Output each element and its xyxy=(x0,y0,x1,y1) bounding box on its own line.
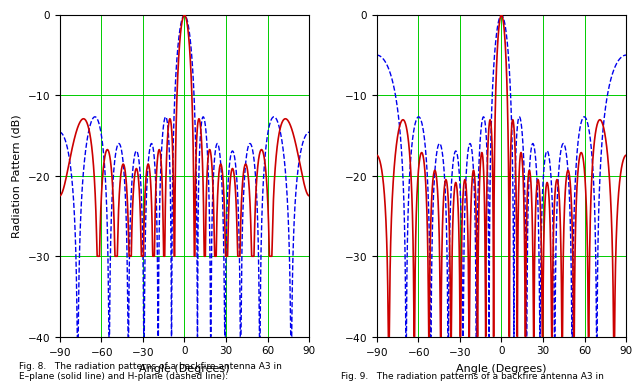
X-axis label: Angle (Degrees): Angle (Degrees) xyxy=(139,364,230,374)
Text: Fig. 8.   The radiation patterns of a backfire antenna A3 in
E–plane (solid line: Fig. 8. The radiation patterns of a back… xyxy=(19,362,282,381)
Text: Fig. 9.   The radiation patterns of a backfire antenna A3 in: Fig. 9. The radiation patterns of a back… xyxy=(341,372,604,381)
X-axis label: Angle (Degrees): Angle (Degrees) xyxy=(456,364,547,374)
Y-axis label: Radiation Pattern (dB): Radiation Pattern (dB) xyxy=(11,114,21,238)
